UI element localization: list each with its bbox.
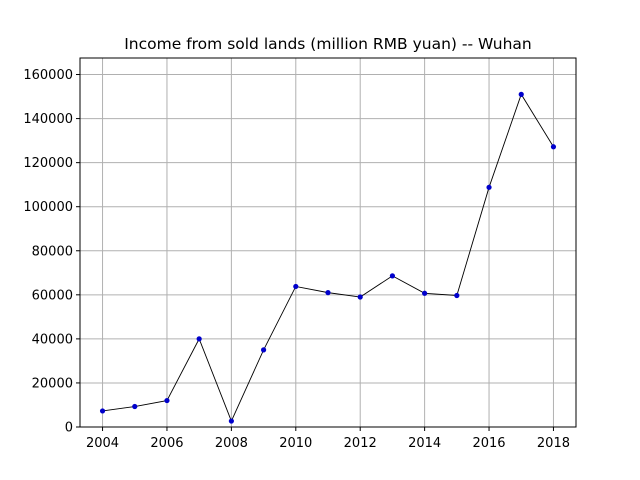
data-point bbox=[550, 144, 557, 150]
chart-title: Income from sold lands (million RMB yuan… bbox=[124, 35, 532, 53]
data-point bbox=[422, 290, 428, 296]
ticks: 2004 2006 2008 2010 2012 2014 2016 2018 0 20000 40… bbox=[23, 68, 570, 451]
data-point bbox=[228, 418, 234, 424]
data-point bbox=[196, 336, 202, 342]
data-point bbox=[293, 283, 299, 290]
y-tick-label: 40000 bbox=[32, 332, 73, 347]
x-tick-label: 2004 bbox=[86, 436, 119, 451]
x-tick-label: 2014 bbox=[408, 436, 441, 451]
x-tick-label: 2018 bbox=[537, 436, 570, 451]
x-tick-label: 2010 bbox=[279, 436, 312, 451]
y-tick-label: 140000 bbox=[23, 112, 73, 127]
x-tick-label: 2016 bbox=[472, 436, 505, 451]
y-tick-label: 80000 bbox=[32, 244, 73, 259]
plot-area-frame bbox=[79, 57, 577, 428]
data-point bbox=[164, 397, 170, 404]
data-point bbox=[99, 408, 106, 414]
x-tick-label: 2006 bbox=[150, 436, 183, 451]
series-line bbox=[102, 93, 554, 423]
grid bbox=[80, 58, 576, 428]
y-tick-label: 0 bbox=[65, 421, 73, 436]
y-tick-label: 100000 bbox=[23, 200, 73, 215]
x-tick-label: 2012 bbox=[344, 436, 377, 451]
data-point bbox=[325, 290, 331, 296]
y-tick-label: 160000 bbox=[23, 68, 73, 83]
data-point bbox=[454, 292, 460, 299]
y-tick-label: 60000 bbox=[32, 288, 73, 303]
data-point bbox=[260, 347, 267, 353]
data-point bbox=[486, 184, 492, 190]
y-tick-label: 120000 bbox=[23, 156, 73, 171]
x-tick-label: 2008 bbox=[215, 436, 248, 451]
data-point bbox=[518, 91, 524, 97]
data-point bbox=[357, 294, 363, 300]
series-layer bbox=[99, 91, 557, 424]
data-point bbox=[132, 403, 138, 410]
data-point bbox=[389, 273, 396, 279]
y-tick-label: 20000 bbox=[32, 376, 73, 391]
